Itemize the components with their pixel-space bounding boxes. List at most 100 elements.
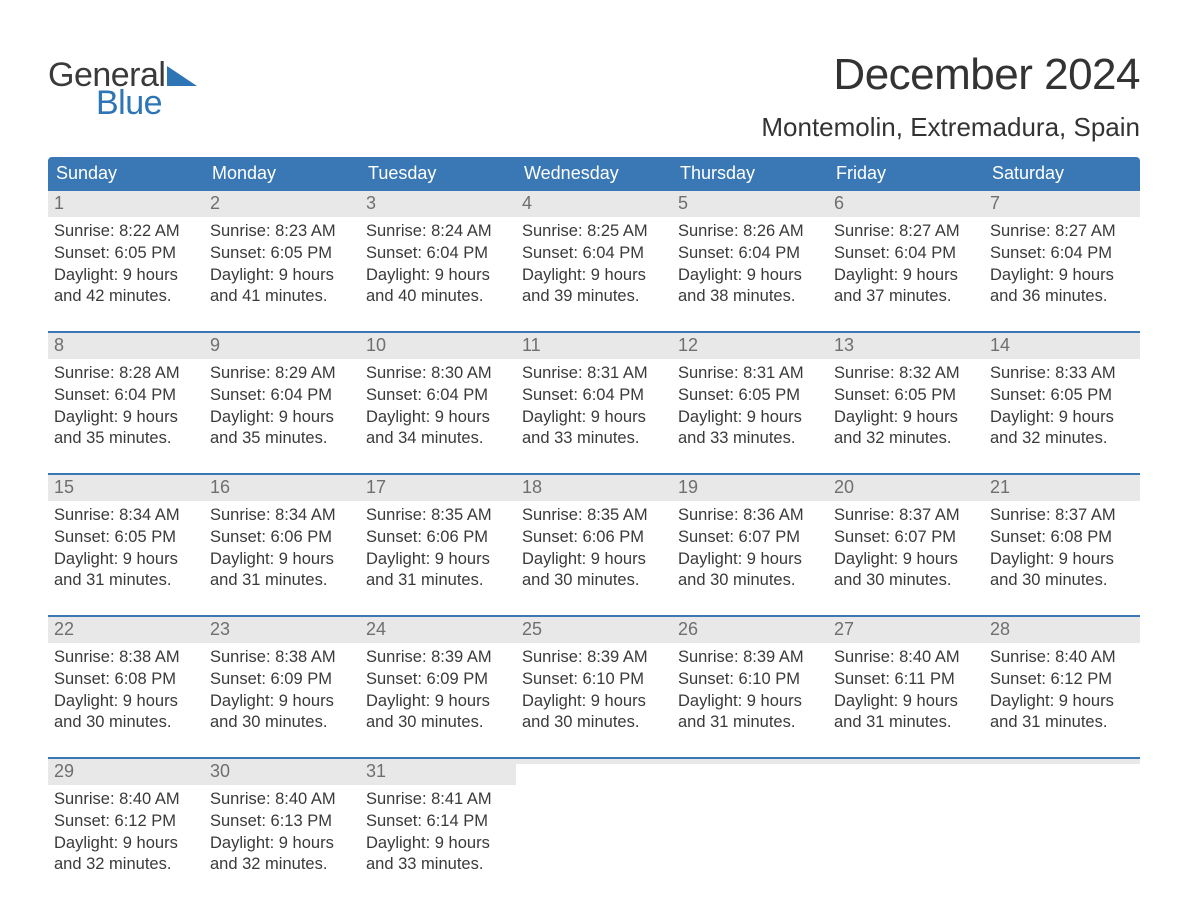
day-cell: 13Sunrise: 8:32 AMSunset: 6:05 PMDayligh… — [828, 333, 984, 461]
day-cell-empty — [672, 759, 828, 887]
logo-text-blue: Blue — [96, 86, 197, 120]
day-line-d2: and 35 minutes. — [54, 428, 198, 450]
day-number: 2 — [210, 193, 220, 213]
day-line-ss: Sunset: 6:07 PM — [678, 527, 822, 549]
day-cell: 10Sunrise: 8:30 AMSunset: 6:04 PMDayligh… — [360, 333, 516, 461]
day-body: Sunrise: 8:34 AMSunset: 6:05 PMDaylight:… — [48, 501, 204, 598]
day-body: Sunrise: 8:40 AMSunset: 6:12 PMDaylight:… — [48, 785, 204, 882]
day-cell-empty — [516, 759, 672, 887]
day-line-sr: Sunrise: 8:24 AM — [366, 221, 510, 243]
day-line-d1: Daylight: 9 hours — [834, 691, 978, 713]
day-body: Sunrise: 8:24 AMSunset: 6:04 PMDaylight:… — [360, 217, 516, 314]
day-number: 5 — [678, 193, 688, 213]
day-number-row: 4 — [516, 191, 672, 217]
day-number: 21 — [990, 477, 1010, 497]
day-line-ss: Sunset: 6:05 PM — [834, 385, 978, 407]
day-line-sr: Sunrise: 8:30 AM — [366, 363, 510, 385]
day-number: 25 — [522, 619, 542, 639]
day-line-ss: Sunset: 6:08 PM — [54, 669, 198, 691]
day-cell-empty — [984, 759, 1140, 887]
day-line-d1: Daylight: 9 hours — [366, 265, 510, 287]
day-number-row: 25 — [516, 617, 672, 643]
day-header-cell: Wednesday — [516, 157, 672, 191]
day-line-d1: Daylight: 9 hours — [210, 265, 354, 287]
day-body: Sunrise: 8:38 AMSunset: 6:09 PMDaylight:… — [204, 643, 360, 740]
day-cell-empty — [828, 759, 984, 887]
day-number: 19 — [678, 477, 698, 497]
day-number: 6 — [834, 193, 844, 213]
day-line-d2: and 32 minutes. — [54, 854, 198, 876]
day-cell: 31Sunrise: 8:41 AMSunset: 6:14 PMDayligh… — [360, 759, 516, 887]
day-number-row: 29 — [48, 759, 204, 785]
day-line-d1: Daylight: 9 hours — [366, 691, 510, 713]
day-number-row: 21 — [984, 475, 1140, 501]
day-body: Sunrise: 8:31 AMSunset: 6:04 PMDaylight:… — [516, 359, 672, 456]
day-line-d1: Daylight: 9 hours — [54, 407, 198, 429]
day-line-d1: Daylight: 9 hours — [366, 407, 510, 429]
day-line-d1: Daylight: 9 hours — [210, 407, 354, 429]
day-number-row: 13 — [828, 333, 984, 359]
day-body: Sunrise: 8:31 AMSunset: 6:05 PMDaylight:… — [672, 359, 828, 456]
day-body: Sunrise: 8:40 AMSunset: 6:13 PMDaylight:… — [204, 785, 360, 882]
day-line-d1: Daylight: 9 hours — [834, 407, 978, 429]
day-line-ss: Sunset: 6:08 PM — [990, 527, 1134, 549]
calendar: SundayMondayTuesdayWednesdayThursdayFrid… — [48, 157, 1140, 887]
day-cell: 4Sunrise: 8:25 AMSunset: 6:04 PMDaylight… — [516, 191, 672, 319]
day-number-row: 16 — [204, 475, 360, 501]
day-cell: 7Sunrise: 8:27 AMSunset: 6:04 PMDaylight… — [984, 191, 1140, 319]
day-line-ss: Sunset: 6:06 PM — [522, 527, 666, 549]
day-line-sr: Sunrise: 8:38 AM — [54, 647, 198, 669]
week-row: 22Sunrise: 8:38 AMSunset: 6:08 PMDayligh… — [48, 615, 1140, 745]
day-line-d2: and 32 minutes. — [990, 428, 1134, 450]
day-number-row — [516, 759, 672, 764]
day-number: 29 — [54, 761, 74, 781]
day-line-d1: Daylight: 9 hours — [522, 691, 666, 713]
day-number-row: 23 — [204, 617, 360, 643]
day-cell: 9Sunrise: 8:29 AMSunset: 6:04 PMDaylight… — [204, 333, 360, 461]
day-number: 8 — [54, 335, 64, 355]
day-line-ss: Sunset: 6:04 PM — [54, 385, 198, 407]
day-line-d2: and 31 minutes. — [366, 570, 510, 592]
day-number: 27 — [834, 619, 854, 639]
day-line-d2: and 30 minutes. — [522, 570, 666, 592]
day-line-d1: Daylight: 9 hours — [678, 407, 822, 429]
day-number-row: 14 — [984, 333, 1140, 359]
day-number-row: 9 — [204, 333, 360, 359]
day-line-d1: Daylight: 9 hours — [54, 265, 198, 287]
day-body: Sunrise: 8:27 AMSunset: 6:04 PMDaylight:… — [828, 217, 984, 314]
day-line-d1: Daylight: 9 hours — [54, 549, 198, 571]
day-line-sr: Sunrise: 8:40 AM — [54, 789, 198, 811]
day-number-row: 15 — [48, 475, 204, 501]
day-cell: 8Sunrise: 8:28 AMSunset: 6:04 PMDaylight… — [48, 333, 204, 461]
day-body: Sunrise: 8:38 AMSunset: 6:08 PMDaylight:… — [48, 643, 204, 740]
day-line-ss: Sunset: 6:09 PM — [210, 669, 354, 691]
day-line-sr: Sunrise: 8:37 AM — [990, 505, 1134, 527]
day-line-sr: Sunrise: 8:40 AM — [834, 647, 978, 669]
day-line-d2: and 31 minutes. — [54, 570, 198, 592]
day-line-d1: Daylight: 9 hours — [990, 549, 1134, 571]
day-cell: 30Sunrise: 8:40 AMSunset: 6:13 PMDayligh… — [204, 759, 360, 887]
day-cell: 27 Sunrise: 8:40 AMSunset: 6:11 PMDayligh… — [828, 617, 984, 745]
day-number-row: 6 — [828, 191, 984, 217]
day-header-cell: Sunday — [48, 157, 204, 191]
day-body: Sunrise: 8:40 AMSunset: 6:11 PMDaylight:… — [828, 643, 984, 740]
day-number-row — [672, 759, 828, 764]
day-number-row: 30 — [204, 759, 360, 785]
day-line-d2: and 37 minutes. — [834, 286, 978, 308]
day-number-row: 2 — [204, 191, 360, 217]
day-body: Sunrise: 8:30 AMSunset: 6:04 PMDaylight:… — [360, 359, 516, 456]
day-line-d1: Daylight: 9 hours — [54, 833, 198, 855]
day-body: Sunrise: 8:39 AMSunset: 6:10 PMDaylight:… — [516, 643, 672, 740]
day-line-d2: and 31 minutes. — [210, 570, 354, 592]
day-line-sr: Sunrise: 8:22 AM — [54, 221, 198, 243]
day-line-d1: Daylight: 9 hours — [210, 833, 354, 855]
day-body: Sunrise: 8:27 AMSunset: 6:04 PMDaylight:… — [984, 217, 1140, 314]
day-line-d2: and 41 minutes. — [210, 286, 354, 308]
day-line-sr: Sunrise: 8:23 AM — [210, 221, 354, 243]
day-line-sr: Sunrise: 8:35 AM — [366, 505, 510, 527]
day-number-row — [828, 759, 984, 764]
day-number-row: 12 — [672, 333, 828, 359]
day-line-d1: Daylight: 9 hours — [678, 691, 822, 713]
day-cell: 17Sunrise: 8:35 AMSunset: 6:06 PMDayligh… — [360, 475, 516, 603]
day-line-ss: Sunset: 6:04 PM — [210, 385, 354, 407]
